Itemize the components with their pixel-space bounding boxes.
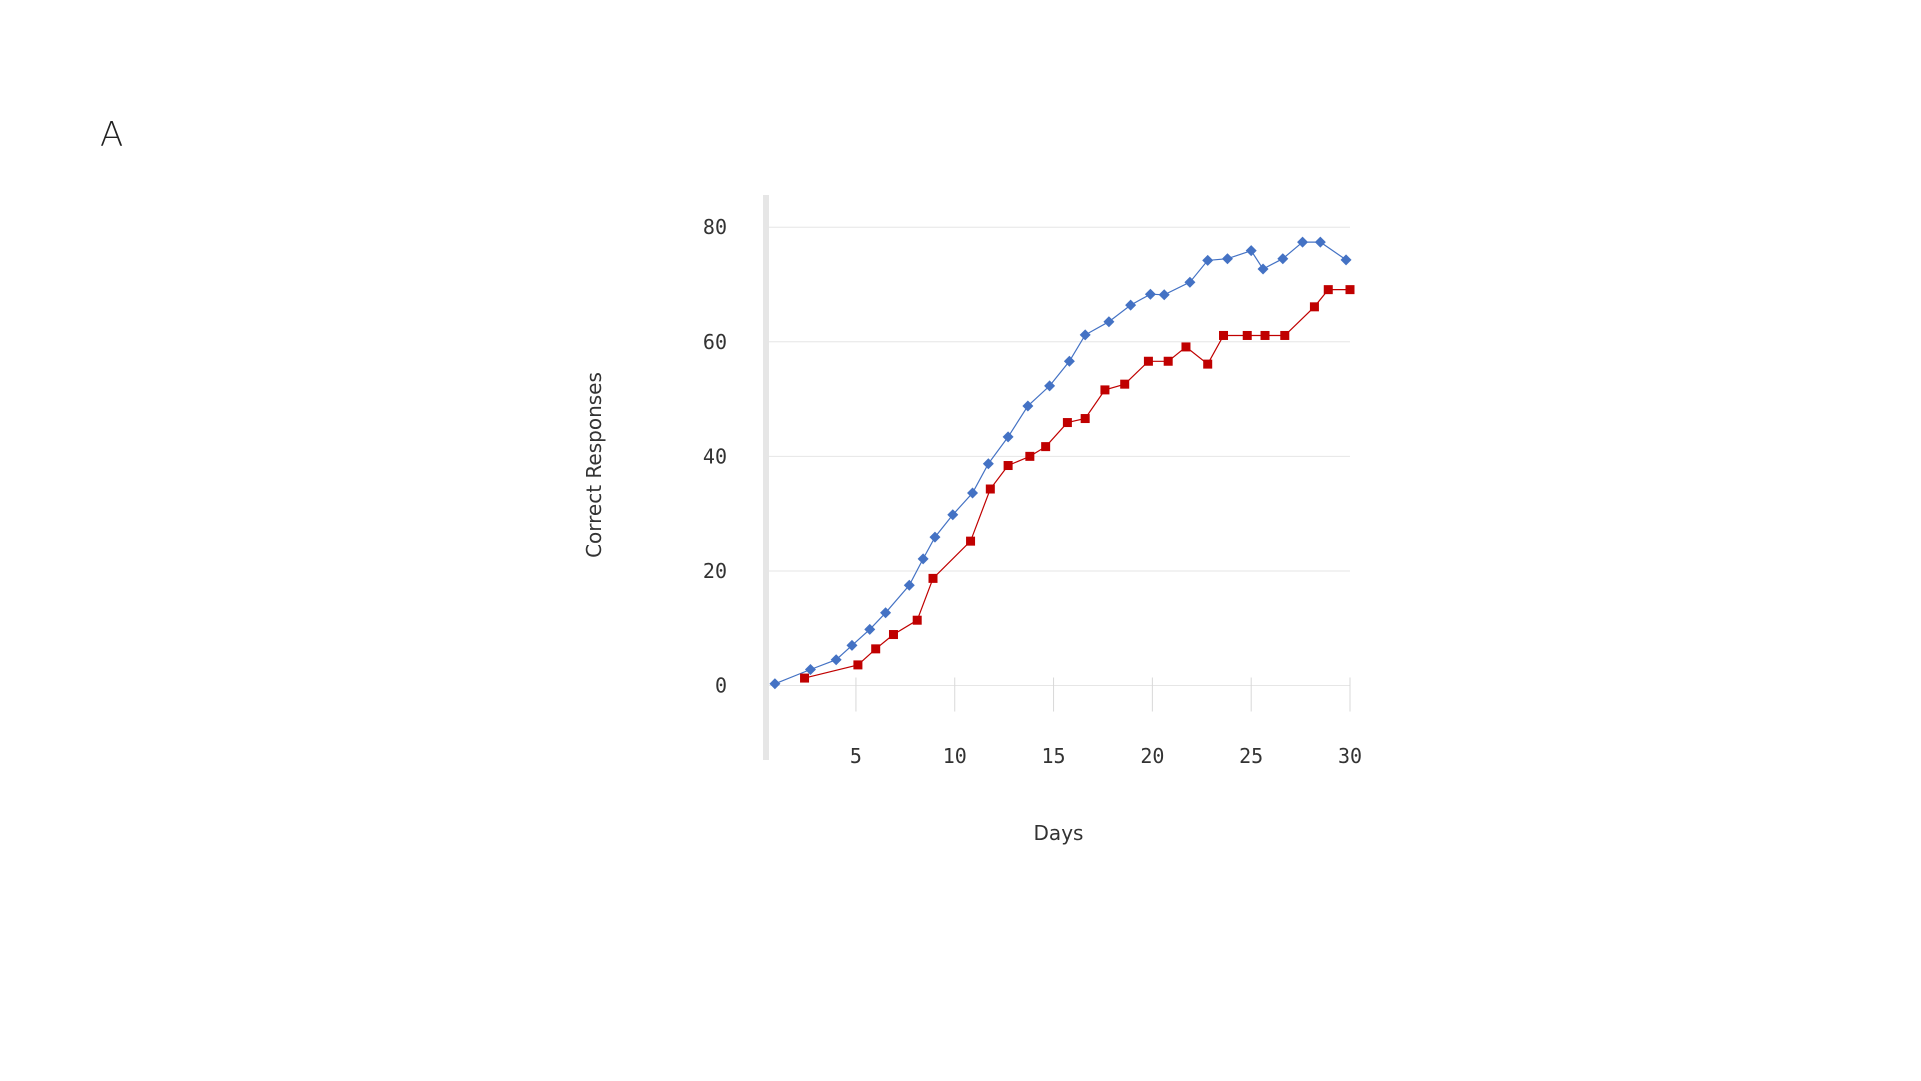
series-1-point [864,623,876,635]
x-tick-label-5: 5 [850,744,862,768]
series-1-point [982,458,994,470]
series-1-point [1103,316,1115,328]
x-tick-label-25: 25 [1239,744,1263,768]
series-1-point [917,553,929,565]
series-1-point [1221,253,1233,265]
series-1-line [774,241,1347,685]
series-1-point [967,487,979,499]
series-2-point [1260,330,1270,340]
series-2-point [888,630,898,640]
series-1-point [769,678,781,690]
series-1-point [1002,431,1014,443]
y-tick-label-0: 0 [715,674,727,698]
series-2-point [871,644,881,654]
y-tick-label-20: 20 [703,559,727,583]
x-tick-label-20: 20 [1140,744,1164,768]
series-2-point [966,536,976,546]
series-1-point [1297,236,1309,248]
series-2-point [1041,442,1051,452]
series-2-point [1345,285,1355,295]
series-2-point [1309,302,1319,312]
series-1-point [1314,236,1326,248]
series-1-point [846,639,858,651]
series-1-point [1079,329,1091,341]
series-1-point [929,531,941,543]
series-2-point [1025,451,1035,461]
axes [763,195,1351,760]
series-1-point [1158,289,1170,301]
series-2-point [912,615,922,625]
series-2-point [1323,285,1333,295]
series-layer [769,236,1355,690]
series-1-point [1184,276,1196,288]
series-1-point [1340,254,1352,266]
x-tick-label-30: 30 [1338,744,1362,768]
series-2 [800,285,1355,683]
series-1-point [830,654,842,666]
series-2-point [1163,356,1173,366]
gridlines [767,226,1350,687]
series-2-point [1062,418,1072,428]
series-2-point [1120,379,1130,389]
series-2-point [1181,342,1191,352]
series-1-point [947,509,959,521]
x-axis-title: Days [1034,821,1084,845]
series-1-point [880,607,892,619]
series-2-point [1100,385,1110,395]
series-1-point [1277,253,1289,265]
series-2-point [1203,359,1213,369]
series-1 [769,236,1352,690]
series-1-point [804,663,816,675]
series-1-point [1144,288,1156,300]
y-tick-label-60: 60 [703,330,727,354]
series-2-point [1242,330,1252,340]
series-1-point [1125,299,1137,311]
series-2-point [1219,330,1229,340]
x-tick-label-15: 15 [1042,744,1066,768]
series-1-point [1257,263,1269,275]
series-2-point [853,660,863,670]
y-axis-title: Correct Responses [582,372,606,558]
series-2-point [1080,414,1090,424]
series-1-point [1202,254,1214,266]
series-2-point [928,573,938,583]
series-1-point [903,579,915,591]
series-2-point [800,673,810,683]
series-2-point [1003,461,1013,471]
panel-label: A [100,115,124,155]
y-tick-label-40: 40 [703,444,727,468]
series-2-point [1280,330,1290,340]
series-1-point [1044,380,1056,392]
y-tick-label-80: 80 [703,215,727,239]
series-1-point [1245,245,1257,257]
series-2-point [1143,356,1153,366]
y-axis-line [763,195,769,760]
series-1-point [1022,400,1034,412]
tick-labels: 0 20 40 60 80 5 10 15 20 25 30 [703,215,1362,768]
series-2-point [985,484,995,494]
series-1-point [1063,355,1075,367]
x-tick-label-10: 10 [943,744,967,768]
